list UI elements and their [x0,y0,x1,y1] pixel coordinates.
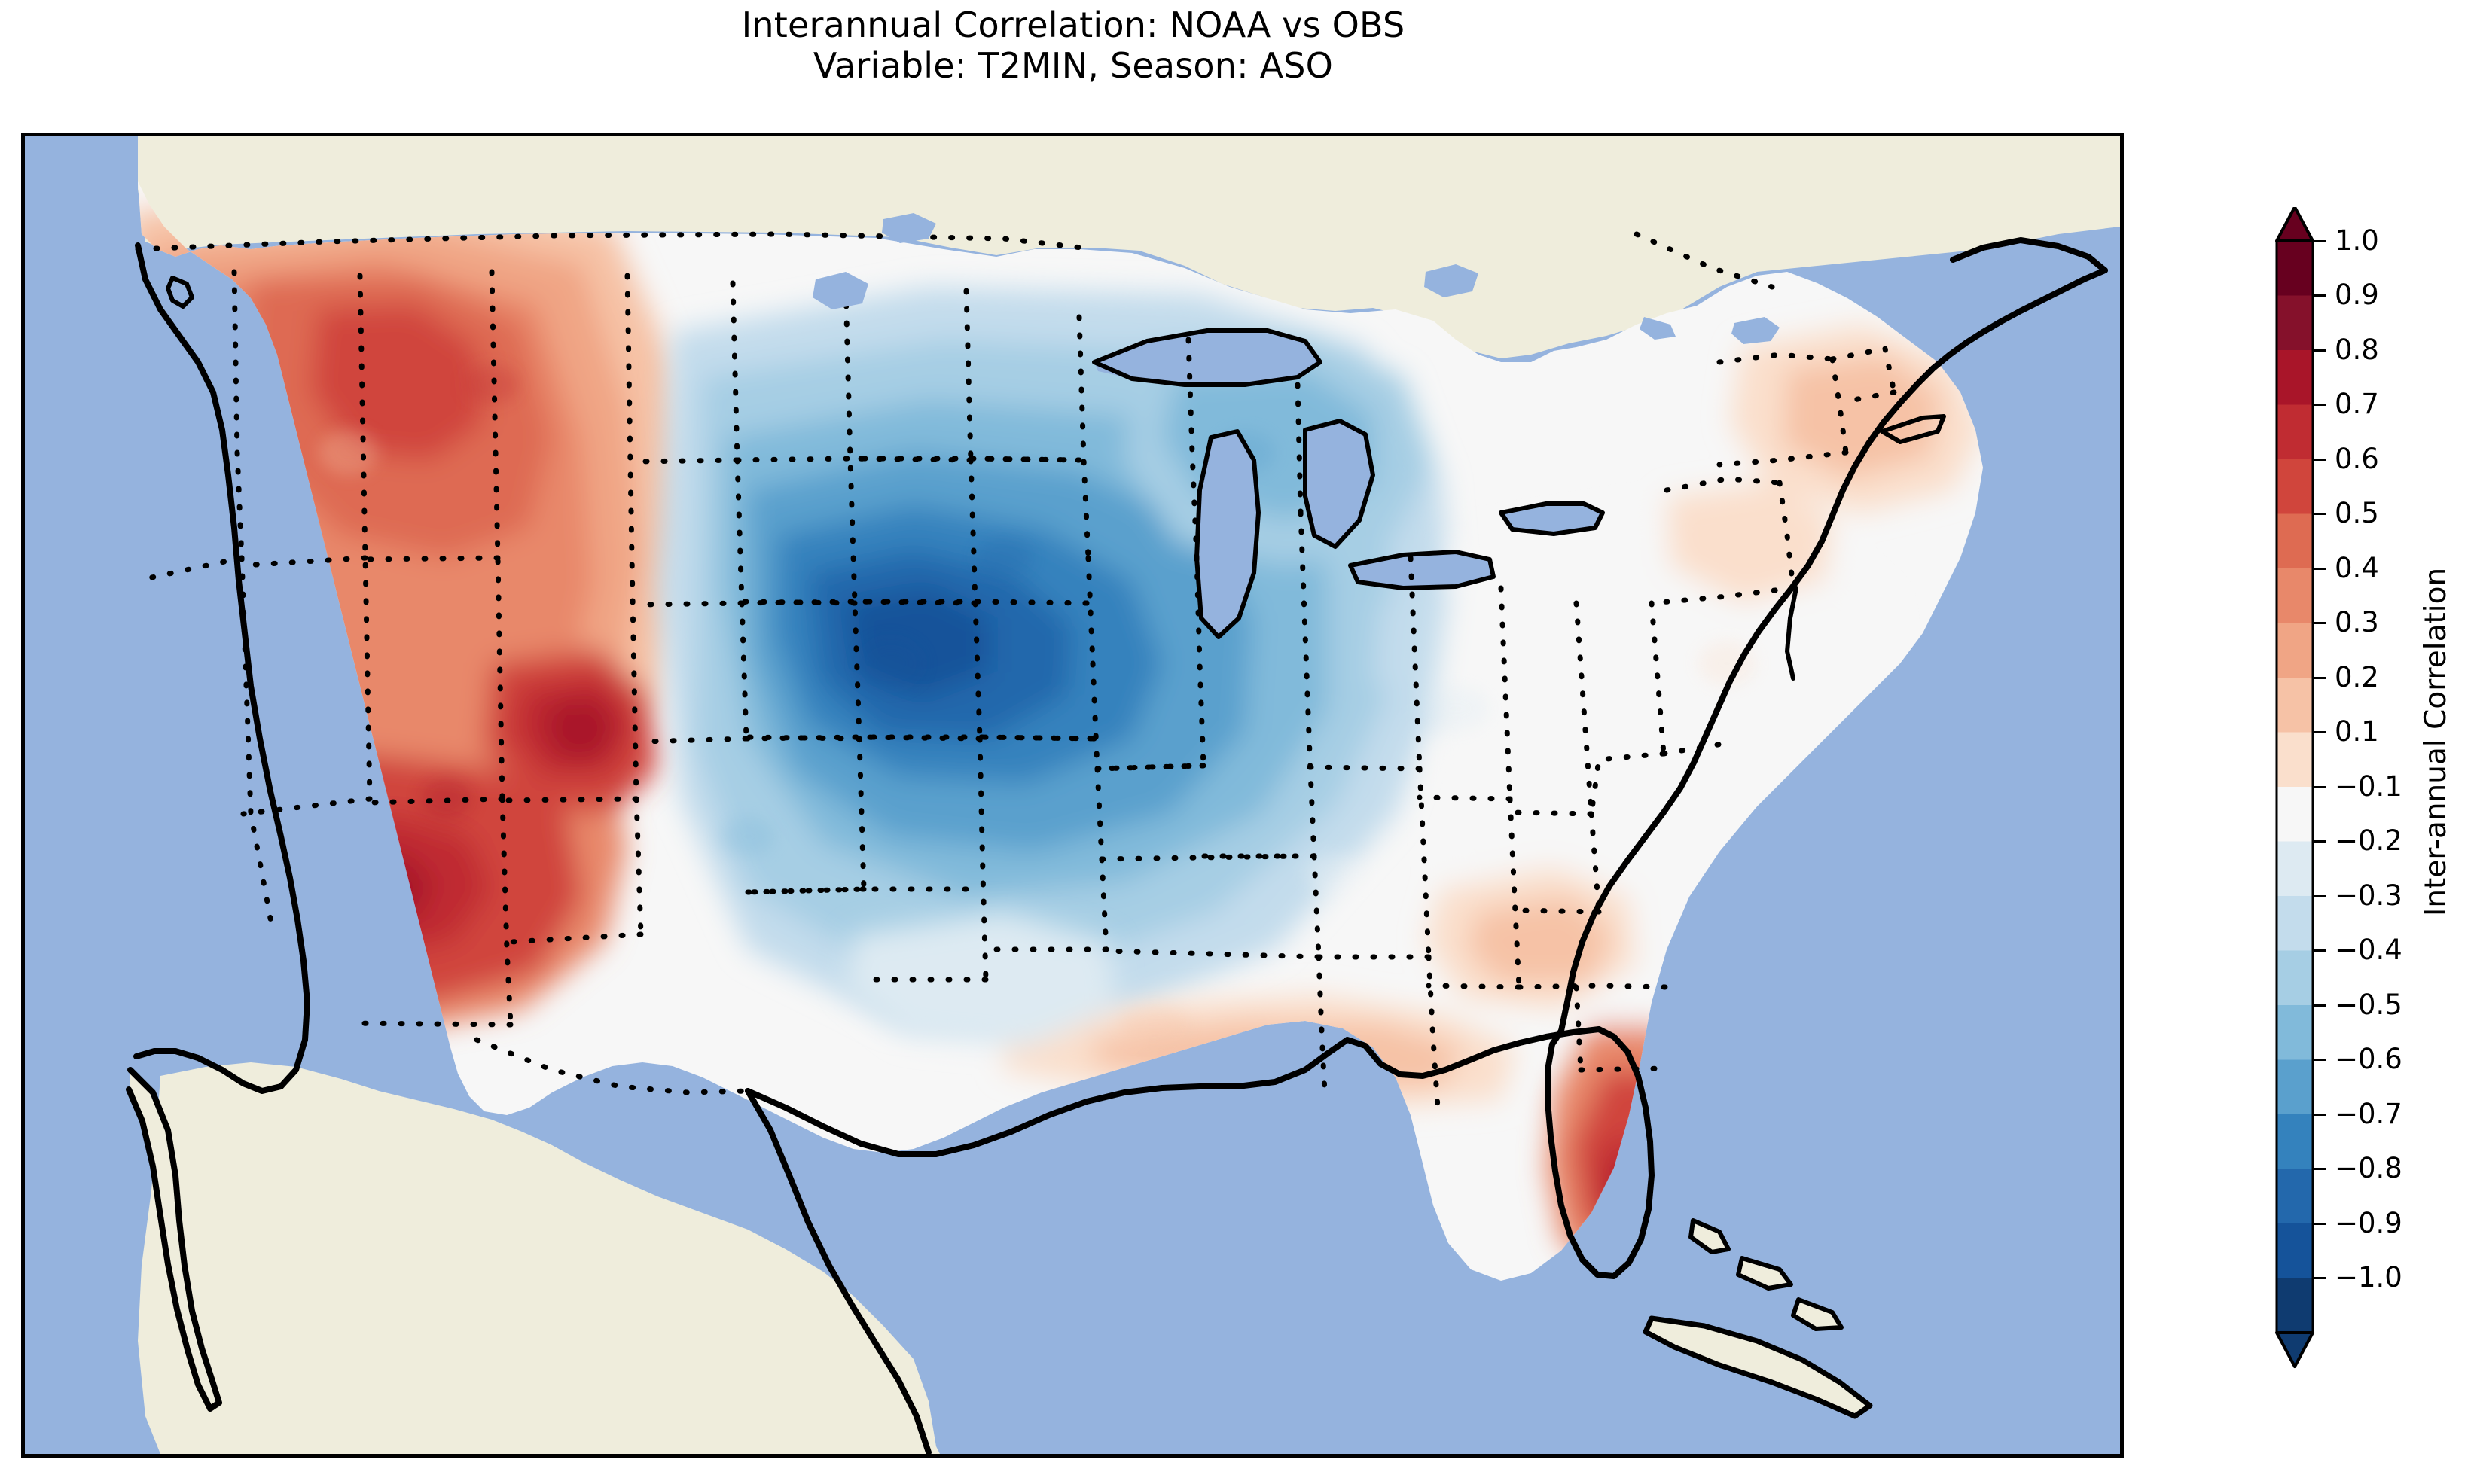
colorbar-tick-label: 0.8 [2335,333,2379,366]
colorbar-extend-max [2275,207,2314,242]
correlation-map [25,136,2120,1454]
colorbar-tick-label: 0.3 [2335,606,2379,638]
colorbar-tick-label: −0.4 [2335,934,2402,966]
colorbar-tick-mark [2313,731,2326,733]
colorbar-tick-label: −0.8 [2335,1152,2402,1184]
colorbar-tick-mark [2313,239,2326,242]
state-borders [135,231,1897,1111]
colorbar-tick-mark [2313,949,2326,952]
colorbar-tick-label: 0.1 [2335,715,2379,748]
coastlines [126,237,2108,1454]
colorbar-tick-label: 0.4 [2335,551,2379,584]
colorbar-axis-label: Inter-annual Correlation [2414,0,2459,1484]
colorbar-tick-mark [2313,404,2326,406]
colorbar[interactable]: 1.0 0.9 0.8 0.7 0.6 0.5 0.4 0.3 0.2 0.1 −0.1 −0.2 −0… [2275,207,2402,1368]
map-plot-area [21,133,2124,1458]
colorbar-tick-mark [2313,622,2326,624]
colorbar-gradient [2275,207,2314,1368]
colorbar-band [2277,1223,2313,1279]
colorbar-tick-label: −0.1 [2335,769,2402,803]
colorbar-tick-label: −0.9 [2335,1206,2402,1239]
colorbar-axis-label-text: Inter-annual Correlation [2419,567,2454,917]
title-line-2: Variable: T2MIN, Season: ASO [813,45,1334,87]
colorbar-band [2277,732,2313,788]
title-line-1: Interannual Correlation: NOAA vs OBS [741,5,1405,45]
colorbar-band [2277,404,2313,460]
colorbar-band [2277,350,2313,406]
colorbar-tick-mark [2313,1222,2326,1225]
colorbar-tick-label: 0.7 [2335,388,2379,420]
colorbar-band [2277,295,2313,351]
colorbar-band [2277,1278,2313,1333]
colorbar-tick-mark [2313,458,2326,461]
colorbar-band [2277,1059,2313,1115]
colorbar-band [2277,1169,2313,1224]
great-lakes [1094,331,1603,637]
colorbar-tick-label: 0.5 [2335,497,2379,529]
colorbar-band [2277,841,2313,897]
page-title: Interannual Correlation: NOAA vs OBS Var… [0,5,2146,87]
colorbar-ticks: 1.0 0.9 0.8 0.7 0.6 0.5 0.4 0.3 0.2 0.1 −0.1 −0.2 −0… [2313,227,2471,1333]
colorbar-band [2277,896,2313,952]
colorbar-band [2277,1114,2313,1170]
colorbar-tick-mark [2313,785,2326,788]
colorbar-tick-label: 0.2 [2335,660,2379,693]
colorbar-tick-label: −0.6 [2335,1043,2402,1075]
colorbar-extend-min [2275,1331,2314,1368]
colorbar-band [2277,459,2313,515]
colorbar-tick-label: 0.6 [2335,442,2379,475]
colorbar-tick-label: −0.2 [2335,824,2402,857]
colorbar-tick-mark [2313,1059,2326,1061]
colorbar-tick-label: 1.0 [2335,224,2379,257]
colorbar-tick-mark [2313,894,2326,897]
colorbar-tick-mark [2313,1277,2326,1279]
colorbar-tick-mark [2313,840,2326,843]
colorbar-band [2277,787,2313,843]
colorbar-tick-mark [2313,1168,2326,1170]
colorbar-tick-mark [2313,1113,2326,1116]
colorbar-tick-mark [2313,513,2326,515]
colorbar-tick-label: −1.0 [2335,1261,2402,1294]
colorbar-band [2277,513,2313,569]
colorbar-tick-mark [2313,567,2326,570]
colorbar-band [2277,241,2313,297]
colorbar-band [2277,950,2313,1006]
colorbar-tick-label: −0.7 [2335,1097,2402,1130]
colorbar-tick-mark [2313,294,2326,297]
colorbar-tick-mark [2313,676,2326,679]
colorbar-band [2277,623,2313,678]
colorbar-band [2277,568,2313,624]
colorbar-band [2277,678,2313,733]
colorbar-tick-label: 0.9 [2335,279,2379,311]
colorbar-band [2277,1005,2313,1061]
colorbar-tick-label: −0.3 [2335,879,2402,912]
colorbar-tick-mark [2313,1004,2326,1007]
colorbar-tick-label: −0.5 [2335,988,2402,1021]
colorbar-tick-mark [2313,349,2326,352]
inland-water [813,213,1780,344]
